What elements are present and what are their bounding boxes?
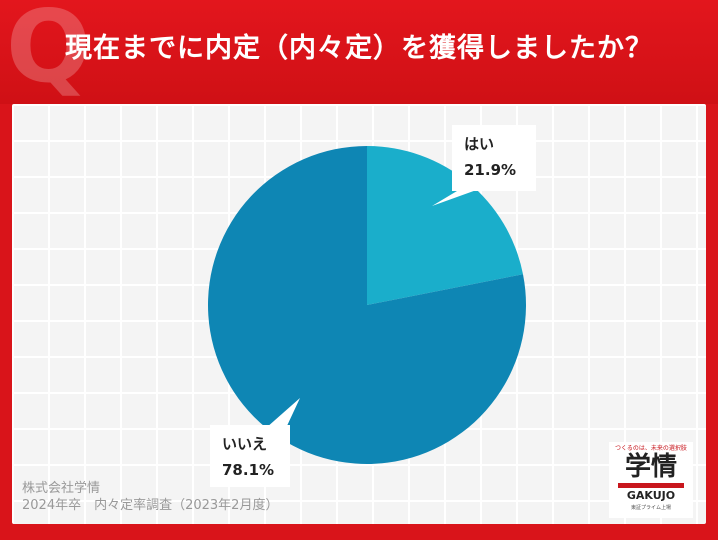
page-title: 現在までに内定（内々定）を獲得しましたか？	[65, 33, 653, 64]
logo-note: 東証プライム上場	[631, 505, 671, 511]
logo-sub: GAKUJO	[626, 489, 676, 502]
callout-pointer	[266, 398, 300, 428]
callout-box	[210, 425, 290, 487]
logo-tagline: つくるのは、未来の選択肢	[615, 445, 687, 452]
logo-bar	[618, 483, 684, 488]
pie-slice-no	[207, 146, 526, 464]
pie-slice-yes	[367, 146, 523, 305]
q-icon: Q	[6, 0, 92, 105]
source-survey: 2024年卒 内々定率調査（2023年2月度）	[22, 498, 279, 513]
source-company: 株式会社学情	[22, 481, 101, 496]
source-note: 株式会社学情 2024年卒 内々定率調査（2023年2月度）	[22, 480, 278, 514]
slice-label: はい	[464, 135, 494, 153]
logo-main: 学情	[624, 452, 677, 482]
header-banner: Q 現在までに内定（内々定）を獲得しましたか？	[0, 0, 718, 104]
slice-value-label: 78.1%	[222, 461, 274, 479]
slice-value-label: 21.9%	[464, 161, 516, 179]
callout-box	[452, 125, 536, 191]
slice-label: いいえ	[222, 435, 267, 453]
gakujo-logo: つくるのは、未来の選択肢 学情 GAKUJO 東証プライム上場	[609, 442, 693, 518]
callout-pointer	[432, 188, 482, 206]
